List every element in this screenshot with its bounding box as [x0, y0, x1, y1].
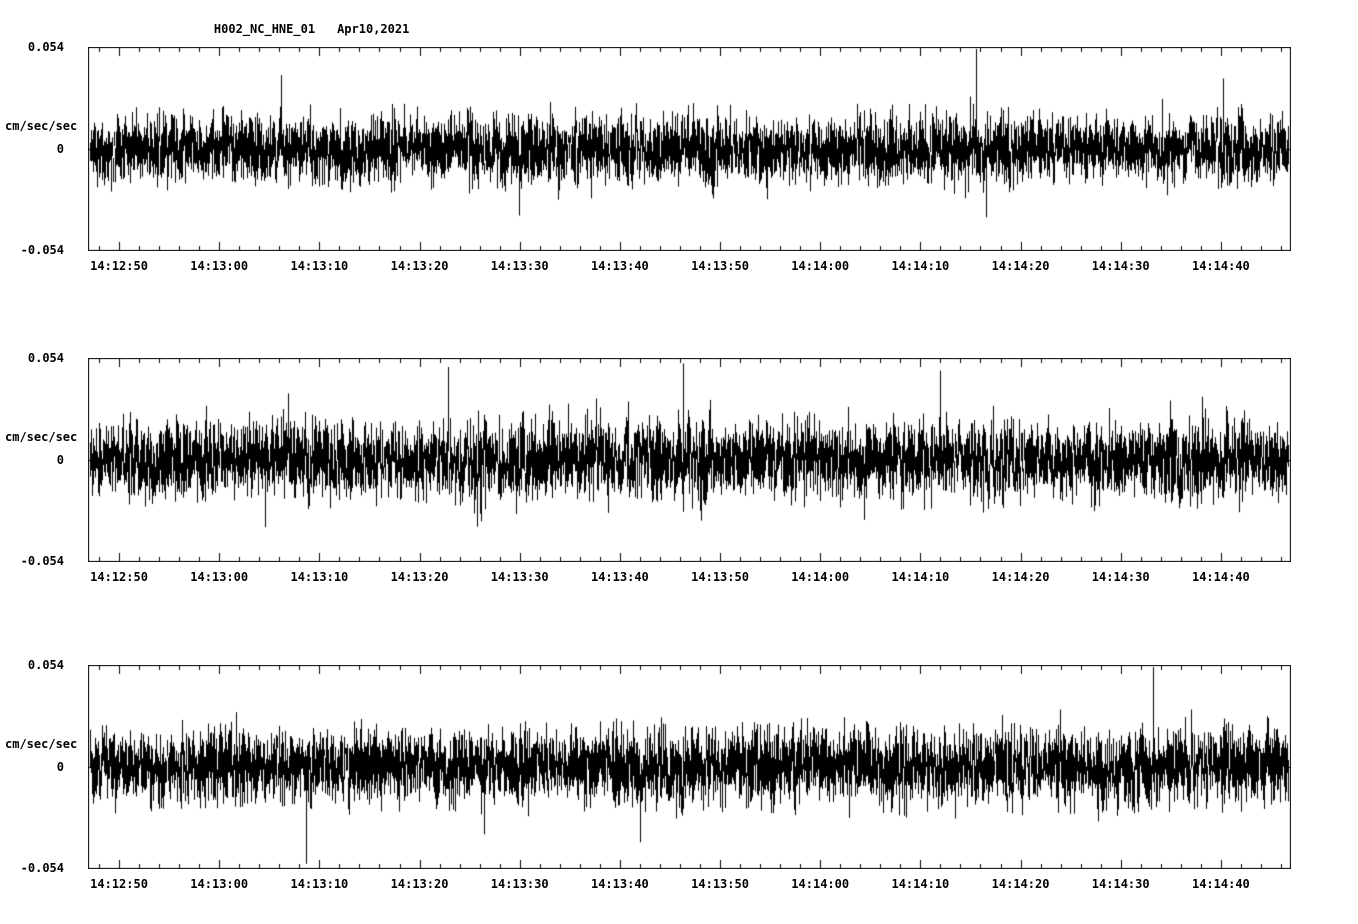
seismogram-panel-hne: H002_NC_HNE_01 Apr10,2021 cm/sec/sec 0.05… [0, 0, 1358, 306]
date-label: Apr10,2021 [337, 22, 410, 36]
x-axis-labels: 14:12:50 14:13:00 14:13:10 14:13:20 14:13:30… [0, 877, 1358, 893]
x-axis-labels: 14:12:50 14:13:00 14:13:10 14:13:20 14:13:30… [0, 259, 1358, 275]
x-tick-label: 14:14:00 [791, 877, 850, 891]
y-tick-label-min: -0.054 [20, 243, 64, 257]
x-tick-label: 14:13:40 [590, 259, 649, 273]
y-axis-unit-label: cm/sec/sec [5, 119, 78, 133]
x-tick-label: 14:14:20 [991, 570, 1050, 584]
x-tick-label: 14:14:30 [1091, 570, 1150, 584]
x-tick-label: 14:14:40 [1191, 877, 1250, 891]
x-tick-label: 14:13:00 [190, 570, 249, 584]
x-tick-label: 14:13:30 [490, 259, 549, 273]
x-tick-label: 14:14:10 [891, 570, 950, 584]
x-tick-label: 14:13:40 [590, 877, 649, 891]
x-tick-label: 14:13:20 [390, 259, 449, 273]
y-tick-label-zero: 0 [56, 760, 64, 774]
x-tick-label: 14:14:40 [1191, 259, 1250, 273]
x-tick-label: 14:13:50 [691, 259, 749, 273]
x-tick-label: 14:13:10 [290, 877, 349, 891]
x-tick-label: 14:14:10 [891, 259, 950, 273]
x-tick-label: 14:13:50 [691, 570, 749, 584]
x-tick-label: 14:14:30 [1091, 259, 1150, 273]
x-tick-label: 14:13:00 [190, 259, 249, 273]
x-tick-label: 14:13:10 [290, 570, 349, 584]
x-tick-label: 14:14:20 [991, 877, 1050, 891]
x-tick-label: 14:13:20 [390, 877, 449, 891]
waveform-plot [88, 665, 1291, 869]
x-tick-label: 14:14:00 [791, 570, 850, 584]
x-axis-labels: 14:12:50 14:13:00 14:13:10 14:13:20 14:13:30… [0, 570, 1358, 586]
y-axis-unit-label: cm/sec/sec [5, 737, 78, 751]
x-tick-label: 14:12:50 [90, 259, 148, 273]
x-tick-label: 14:13:50 [691, 877, 749, 891]
x-tick-label: 14:12:50 [90, 877, 148, 891]
panel-title: H002_NC_HNE_01 Apr10,2021 [185, 8, 409, 50]
waveform-plot [88, 358, 1291, 562]
y-tick-label-min: -0.054 [20, 861, 64, 875]
x-tick-label: 14:12:50 [90, 570, 148, 584]
y-axis-unit-label: cm/sec/sec [5, 430, 78, 444]
x-tick-label: 14:13:10 [290, 259, 349, 273]
y-tick-label-max: 0.054 [27, 658, 64, 672]
station-channel-label: H002_NC_HNE_01 [213, 22, 316, 36]
x-tick-label: 14:14:40 [1191, 570, 1250, 584]
waveform-plot [88, 47, 1291, 251]
x-tick-label: 14:13:40 [590, 570, 649, 584]
y-tick-label-max: 0.054 [27, 40, 64, 54]
y-tick-label-min: -0.054 [20, 554, 64, 568]
x-tick-label: 14:13:20 [390, 570, 449, 584]
x-tick-label: 14:13:30 [490, 877, 549, 891]
x-tick-label: 14:14:20 [991, 259, 1050, 273]
x-tick-label: 14:14:00 [791, 259, 850, 273]
x-tick-label: 14:13:30 [490, 570, 549, 584]
y-tick-label-zero: 0 [56, 453, 64, 467]
y-tick-label-max: 0.054 [27, 351, 64, 365]
x-tick-label: 14:14:30 [1091, 877, 1150, 891]
y-tick-label-zero: 0 [56, 142, 64, 156]
x-tick-label: 14:13:00 [190, 877, 249, 891]
x-tick-label: 14:14:10 [891, 877, 950, 891]
